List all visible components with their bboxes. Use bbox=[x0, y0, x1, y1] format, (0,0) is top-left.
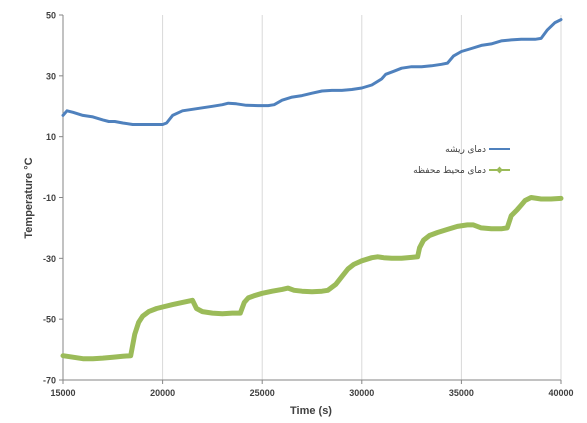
label-layer: Time (s) Temperature °C 50 30 10 -10 -30 -50 -… bbox=[23, 11, 574, 418]
y-tick-label: 30 bbox=[46, 71, 56, 81]
series-line-2 bbox=[60, 195, 564, 362]
y-tick-label: -30 bbox=[43, 254, 56, 264]
series-line-1 bbox=[61, 18, 563, 126]
y-tick-label: -70 bbox=[43, 376, 56, 386]
y-tick-label: 10 bbox=[46, 132, 56, 142]
x-tick-label: 20000 bbox=[150, 388, 175, 398]
x-tick-label: 40000 bbox=[548, 388, 573, 398]
y-tick-label: 50 bbox=[46, 11, 56, 21]
grid-layer bbox=[162, 15, 562, 380]
x-tick-label: 30000 bbox=[349, 388, 374, 398]
y-tick-label: -10 bbox=[43, 193, 56, 203]
axis-layer bbox=[59, 14, 562, 384]
x-tick-label: 15000 bbox=[50, 388, 75, 398]
legend-label-series-2: دمای محیط محفظه bbox=[413, 165, 486, 175]
legend-label-series-1: دمای ریشه bbox=[445, 144, 486, 154]
y-axis-title: Temperature °C bbox=[23, 157, 35, 238]
y-tick-label: -50 bbox=[43, 315, 56, 325]
x-tick-label: 25000 bbox=[250, 388, 275, 398]
x-axis-title: Time (s) bbox=[290, 405, 332, 417]
series-layer bbox=[60, 18, 564, 362]
x-tick-label: 35000 bbox=[449, 388, 474, 398]
legend: دمای ریشه دمای محیط محفظه bbox=[413, 144, 510, 175]
legend-marker-series-2 bbox=[496, 166, 503, 174]
